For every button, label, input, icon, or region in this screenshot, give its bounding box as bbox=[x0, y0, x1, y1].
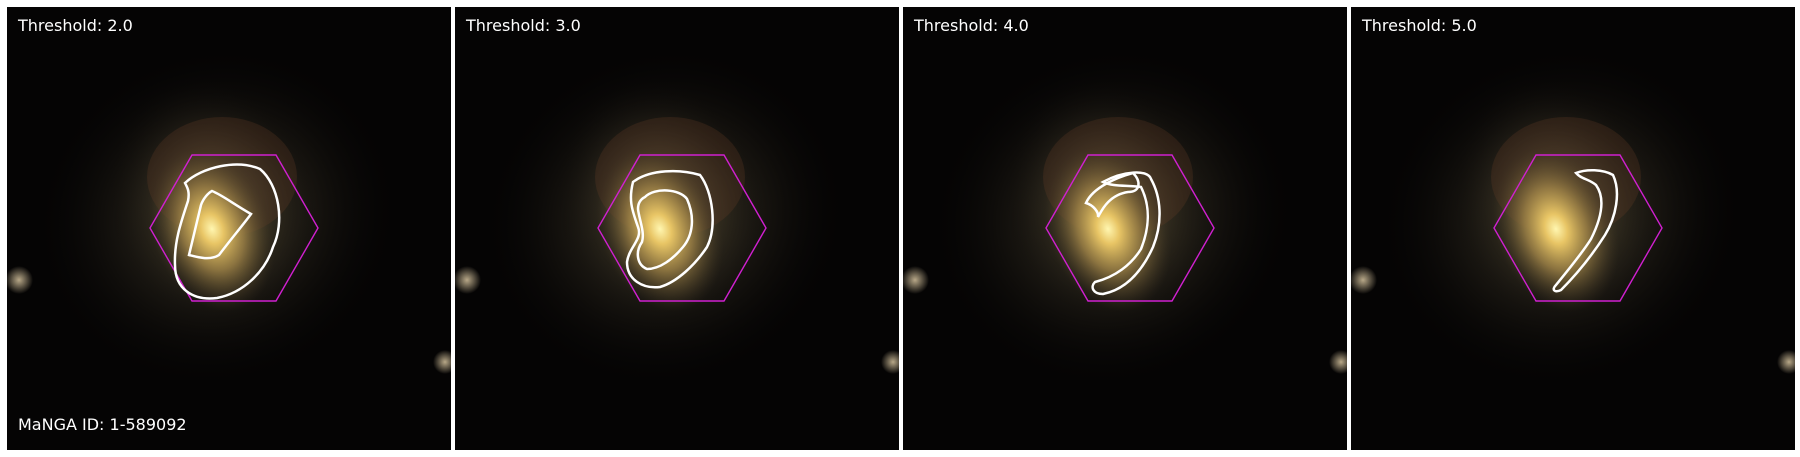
ifu-hexagon bbox=[1493, 154, 1663, 302]
contour bbox=[1552, 169, 1619, 293]
ifu-hexagon bbox=[149, 154, 319, 302]
contour-outer bbox=[173, 163, 281, 300]
threshold-label: Threshold: 5.0 bbox=[1362, 16, 1477, 35]
threshold-label: Threshold: 4.0 bbox=[914, 16, 1029, 35]
galaxy-image bbox=[455, 45, 899, 389]
contour-outer bbox=[625, 169, 714, 289]
contour-outer bbox=[1091, 171, 1161, 296]
contour-inner bbox=[636, 189, 694, 271]
contour-inner bbox=[187, 189, 253, 260]
panel-threshold-3: Threshold: 3.0 bbox=[455, 7, 899, 450]
threshold-label: Threshold: 2.0 bbox=[18, 16, 133, 35]
galaxy-image bbox=[7, 45, 451, 389]
panel-threshold-2: Threshold: 2.0 MaNGA ID: 1-589092 bbox=[7, 7, 451, 450]
galaxy-id-label: MaNGA ID: 1-589092 bbox=[18, 415, 187, 434]
galaxy-image bbox=[903, 45, 1347, 389]
panel-threshold-4: Threshold: 4.0 bbox=[903, 7, 1347, 450]
contour-inner bbox=[1084, 171, 1140, 218]
ifu-hexagon bbox=[597, 154, 767, 302]
panel-threshold-5: Threshold: 5.0 bbox=[1351, 7, 1795, 450]
galaxy-image bbox=[1351, 45, 1795, 389]
ifu-hexagon bbox=[1045, 154, 1215, 302]
threshold-label: Threshold: 3.0 bbox=[466, 16, 581, 35]
